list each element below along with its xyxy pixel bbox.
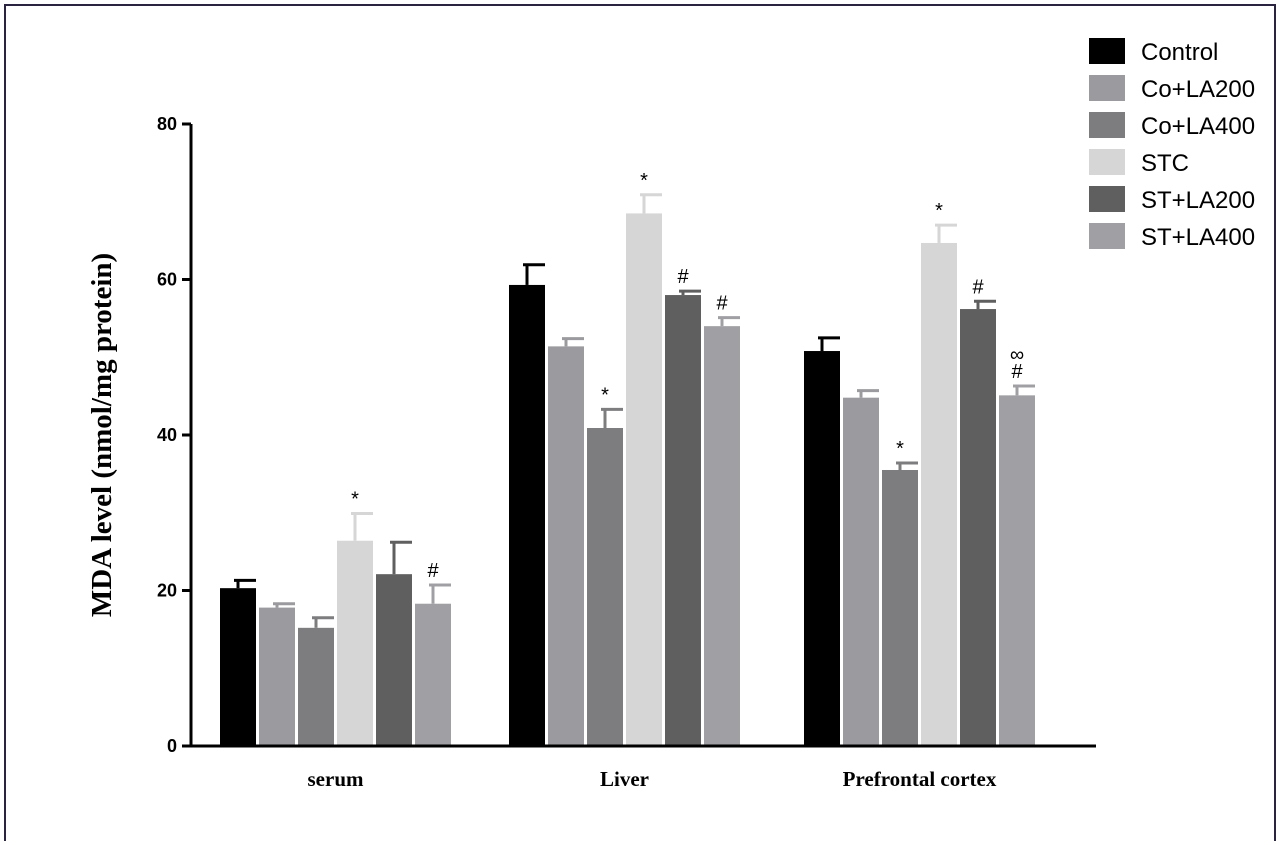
x-category-label: serum	[308, 767, 364, 791]
y-tick-label: 60	[157, 270, 177, 290]
legend-label: ST+LA200	[1141, 187, 1255, 214]
bar	[665, 295, 701, 746]
bar	[548, 346, 584, 746]
significance-marker: #	[972, 276, 984, 298]
legend-label: Co+LA400	[1141, 113, 1255, 140]
x-category-label: Prefrontal cortex	[843, 767, 997, 791]
significance-marker: #	[427, 560, 439, 582]
bar	[999, 395, 1035, 746]
bar	[587, 428, 623, 746]
legend-swatch	[1089, 112, 1125, 138]
bar	[921, 242, 957, 746]
legend-swatch	[1089, 186, 1125, 212]
significance-marker: #	[716, 293, 728, 315]
y-tick-label: 20	[157, 581, 177, 601]
x-axis: serum Liver Prefrontal cortex	[182, 744, 1096, 791]
bars: *#**##**##∞	[220, 170, 1035, 747]
bar	[843, 397, 879, 746]
legend-swatch	[1089, 75, 1125, 101]
y-tick-label: 40	[157, 425, 177, 445]
bar	[804, 351, 840, 746]
y-axis: 0 20 40 60 80	[157, 114, 193, 756]
significance-marker: ∞	[1010, 344, 1024, 366]
legend: Control Co+LA200 Co+LA400 STC ST+LA200 ST+LA4…	[1089, 38, 1255, 251]
bar	[337, 540, 373, 746]
bar	[704, 326, 740, 746]
legend-label: Co+LA200	[1141, 76, 1255, 103]
bar	[298, 627, 334, 746]
significance-marker: #	[677, 266, 689, 288]
legend-swatch	[1089, 223, 1125, 249]
bar	[626, 213, 662, 747]
legend-swatch	[1089, 149, 1125, 175]
bar	[415, 603, 451, 746]
bar	[376, 574, 412, 746]
legend-label: ST+LA400	[1141, 224, 1255, 251]
y-axis-label: MDA level (nmol/mg protein)	[86, 253, 118, 617]
bar	[259, 607, 295, 746]
significance-marker: #	[1011, 361, 1023, 383]
significance-marker: *	[640, 170, 648, 192]
significance-marker: *	[351, 489, 359, 511]
bar	[220, 588, 256, 746]
significance-marker: *	[896, 438, 904, 460]
legend-label: STC	[1141, 150, 1189, 177]
significance-marker: *	[935, 200, 943, 222]
bar	[960, 309, 996, 746]
bar	[882, 469, 918, 746]
legend-swatch	[1089, 38, 1125, 64]
bar	[509, 284, 545, 746]
significance-marker: *	[601, 384, 609, 406]
y-tick-label: 80	[157, 114, 177, 134]
y-tick-label: 0	[167, 736, 177, 756]
legend-label: Control	[1141, 39, 1218, 66]
x-category-label: Liver	[600, 767, 649, 791]
